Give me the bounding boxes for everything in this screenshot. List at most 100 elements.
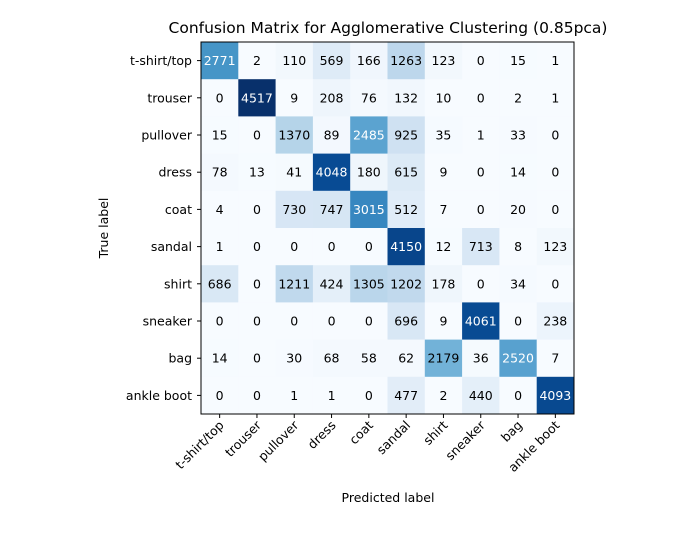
x-tick-label: t-shirt/top <box>172 417 227 472</box>
cell-value-label: 0 <box>253 314 261 329</box>
heatmap-cell <box>275 190 314 229</box>
cell-value-label: 20 <box>510 202 526 217</box>
cell-value-label: 1 <box>551 53 559 68</box>
heatmap-cell <box>201 265 239 303</box>
cell-value-label: 10 <box>435 90 451 105</box>
cell-value-label: 1 <box>477 128 485 143</box>
x-tick-label: coat <box>346 417 376 447</box>
cell-value-label: 713 <box>469 239 493 254</box>
cell-value-label: 0 <box>477 202 485 217</box>
cell-value-label: 0 <box>216 314 224 329</box>
heatmap-cell <box>499 228 538 266</box>
heatmap-cell <box>424 265 463 303</box>
cell-value-label: 0 <box>290 314 298 329</box>
cell-value-label: 58 <box>361 351 377 366</box>
heatmap-cell <box>536 265 575 303</box>
cell-value-label: 1 <box>551 90 559 105</box>
cell-value-label: 0 <box>551 202 559 217</box>
cell-value-label: 3015 <box>353 202 385 217</box>
heatmap-cell <box>462 228 500 266</box>
heatmap-cell <box>238 228 276 266</box>
heatmap-cell <box>201 302 239 340</box>
heatmap-cell <box>387 376 426 415</box>
cell-value-label: 0 <box>216 388 224 403</box>
heatmap-cell <box>201 116 239 154</box>
heatmap-cell <box>350 265 388 303</box>
heatmap-cell <box>350 302 388 340</box>
heatmap-cell <box>536 79 575 117</box>
cell-value-label: 1211 <box>278 276 310 291</box>
cell-value-label: 4150 <box>390 239 422 254</box>
y-tick-label: coat <box>165 202 192 217</box>
cell-value-label: 76 <box>361 90 377 105</box>
heatmap-cell <box>499 79 538 117</box>
cell-value-label: 34 <box>510 276 526 291</box>
cell-value-label: 12 <box>435 239 451 254</box>
cell-value-label: 2 <box>439 388 447 403</box>
heatmap-cell <box>499 302 538 340</box>
heatmap-cell <box>499 265 538 303</box>
cell-value-label: 123 <box>432 53 456 68</box>
cell-value-label: 0 <box>328 239 336 254</box>
heatmap-cell <box>312 79 351 117</box>
cell-value-label: 1263 <box>390 53 422 68</box>
cell-value-label: 0 <box>551 276 559 291</box>
heatmap-cell <box>275 376 314 415</box>
heatmap-cell <box>275 79 314 117</box>
heatmap-cell <box>424 376 463 415</box>
heatmap-cell <box>387 79 426 117</box>
heatmap-cell <box>312 302 351 340</box>
chart-title: Confusion Matrix for Agglomerative Clust… <box>169 19 608 37</box>
cell-value-label: 15 <box>212 128 228 143</box>
cell-value-label: 0 <box>253 276 261 291</box>
x-tick-label: dress <box>304 418 338 452</box>
cell-value-label: 7 <box>439 202 447 217</box>
heatmap-cell <box>424 153 463 192</box>
cell-value-label: 0 <box>477 276 485 291</box>
x-tick-label: sandal <box>374 418 414 458</box>
y-tick-label: trouser <box>147 90 193 105</box>
heatmap-cell <box>275 302 314 340</box>
cell-value-label: 0 <box>365 388 373 403</box>
heatmap-cell <box>312 42 351 80</box>
cell-value-label: 0 <box>216 90 224 105</box>
y-tick-label: sneaker <box>143 314 193 329</box>
heatmap-cell <box>238 116 276 154</box>
heatmap-cell <box>424 228 463 266</box>
heatmap-cell <box>238 339 276 378</box>
heatmap-cell <box>201 228 239 266</box>
heatmap-cell <box>536 228 575 266</box>
y-axis-ticks: t-shirt/top trouser pullover dress coat sanda… <box>126 53 201 403</box>
heatmap-cell <box>499 339 538 378</box>
cell-value-label: 747 <box>320 202 344 217</box>
heatmap-cell <box>312 339 351 378</box>
heatmap-cell <box>238 190 276 229</box>
cell-value-label: 166 <box>357 53 381 68</box>
heatmap-cell <box>424 79 463 117</box>
x-tick-label: shirt <box>420 417 450 447</box>
heatmap-cell <box>462 376 500 415</box>
y-axis-title: True label <box>96 198 111 260</box>
cell-value-label: 0 <box>551 165 559 180</box>
cell-value-label: 9 <box>290 90 298 105</box>
heatmap-cell <box>350 190 388 229</box>
heatmap-cell <box>462 116 500 154</box>
heatmap-cell <box>387 228 426 266</box>
heatmap-cell <box>462 153 500 192</box>
cell-value-label: 110 <box>282 53 306 68</box>
cell-value-label: 0 <box>253 128 261 143</box>
y-tick-label: ankle boot <box>126 388 192 403</box>
heatmap-cell <box>350 153 388 192</box>
heatmap-cell <box>350 228 388 266</box>
y-tick-label: shirt <box>164 276 192 291</box>
heatmap-cell <box>350 42 388 80</box>
heatmap-cell <box>238 153 276 192</box>
heatmap-cell <box>201 376 239 415</box>
cell-value-label: 0 <box>365 239 373 254</box>
cell-value-label: 8 <box>514 239 522 254</box>
cell-value-label: 2179 <box>428 351 460 366</box>
cell-value-label: 7 <box>551 351 559 366</box>
cell-value-label: 730 <box>282 202 306 217</box>
cell-value-label: 2771 <box>204 53 236 68</box>
plot-frame <box>200 41 575 415</box>
